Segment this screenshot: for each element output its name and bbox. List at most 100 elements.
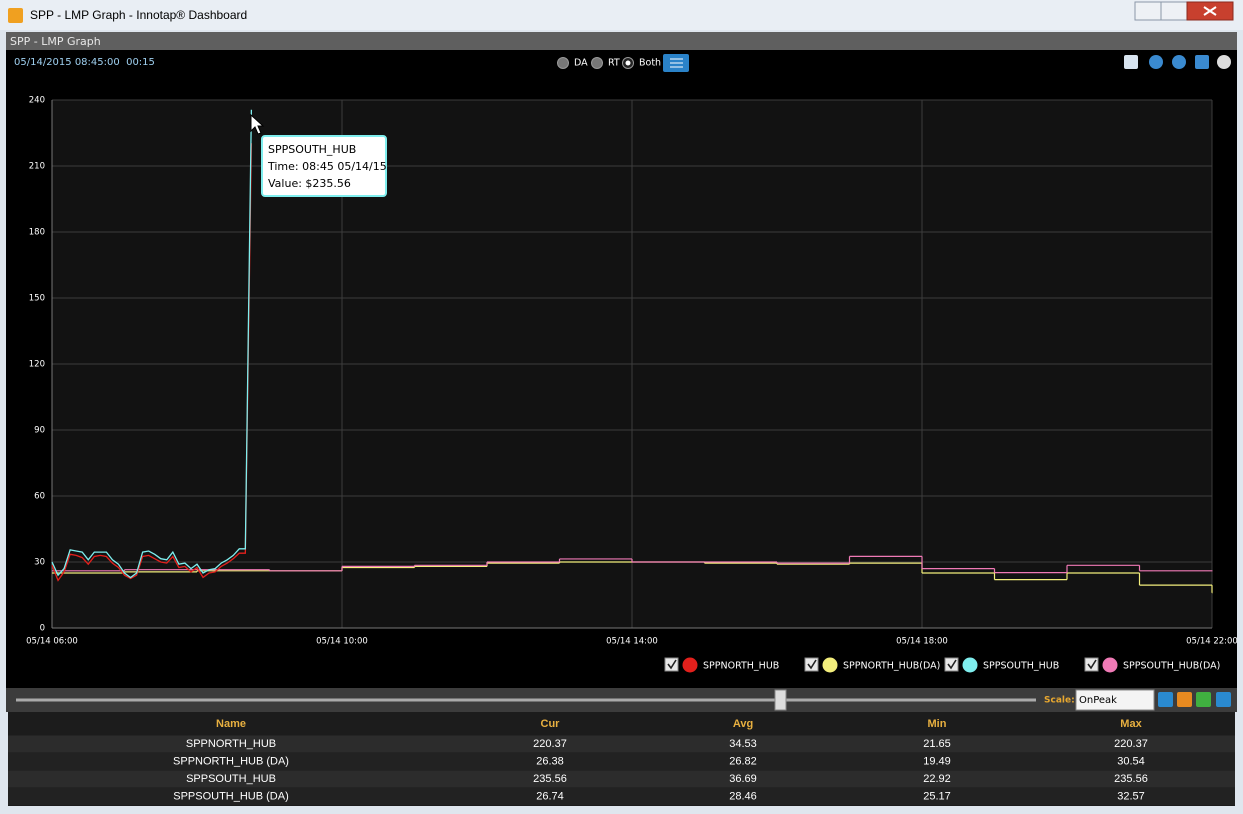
- forward-button[interactable]: [1149, 55, 1163, 69]
- tooltip: [261, 135, 387, 197]
- tooltip-title: SPPSOUTH_HUB: [268, 143, 356, 156]
- save-button[interactable]: [1195, 55, 1209, 69]
- mode-label: RT: [608, 58, 620, 69]
- legend-label: SPPSOUTH_HUB(DA): [1123, 661, 1220, 672]
- table-cell: 235.56: [533, 773, 567, 785]
- x-tick-label: 05/14 10:00: [316, 637, 368, 647]
- table-cell: 22.92: [923, 773, 951, 785]
- sound-button[interactable]: [1172, 55, 1186, 69]
- slider-thumb[interactable]: [774, 689, 787, 711]
- column-header: Min: [928, 718, 947, 730]
- x-tick-label: 05/14 22:00: [1186, 637, 1238, 647]
- legend-check: [1087, 659, 1097, 670]
- legend-checkbox[interactable]: [804, 657, 819, 672]
- series-line: [51, 143, 253, 582]
- mode-radio[interactable]: [557, 57, 569, 69]
- mode-label: Both: [639, 58, 661, 69]
- column-header: Name: [216, 718, 246, 730]
- scale-select[interactable]: [1075, 689, 1155, 711]
- table-cell: 19.49: [923, 755, 951, 767]
- window-title: SPP - LMP Graph - Innotap® Dashboard: [30, 8, 247, 22]
- table-cell: SPPNORTH_HUB: [186, 738, 276, 750]
- table-row: [8, 735, 1235, 753]
- table-cell: 36.69: [729, 773, 757, 785]
- y-tick-label: 90: [34, 426, 45, 436]
- legend-checkbox[interactable]: [664, 657, 679, 672]
- minimize-button[interactable]: [1134, 1, 1162, 21]
- list-icon: [670, 58, 683, 68]
- table-cell: SPPNORTH_HUB (DA): [173, 755, 289, 767]
- legend-swatch: [1102, 657, 1118, 673]
- settings-button[interactable]: [1217, 55, 1231, 69]
- timestamp: 05/14/2015 08:45:00 00:15: [14, 57, 155, 68]
- mode-label: DA: [574, 58, 588, 69]
- table-cell: 34.53: [729, 738, 757, 750]
- legend-check: [947, 659, 957, 670]
- mode-radio[interactable]: [591, 57, 603, 69]
- layout-button[interactable]: [1216, 692, 1231, 707]
- expand-button[interactable]: [1177, 692, 1192, 707]
- x-tick-label: 05/14 14:00: [606, 637, 658, 647]
- legend-checkbox[interactable]: [1084, 657, 1099, 672]
- panel-header: [6, 32, 1237, 50]
- column-header: Max: [1120, 718, 1142, 730]
- legend-label: SPPSOUTH_HUB: [983, 661, 1059, 672]
- summary-table: Name Cur Avg Min Max SPPNORTH_HUB 220.37 34.53 2…: [8, 718, 1235, 805]
- legend: SPPNORTH_HUB SPPNORTH_HUB(DA) SPPSOUTH_HUB…: [664, 657, 1220, 673]
- table-cell: 28.46: [729, 790, 757, 802]
- legend-checkbox[interactable]: [944, 657, 959, 672]
- legend-check: [667, 659, 677, 670]
- legend-swatch: [962, 657, 978, 673]
- table-cell: 26.82: [729, 755, 757, 767]
- cursor: [250, 113, 265, 135]
- y-tick-label: 210: [29, 162, 45, 172]
- y-tick-label: 60: [34, 492, 45, 502]
- table-cell: 25.17: [923, 790, 951, 802]
- table-cell: 32.57: [1117, 790, 1145, 802]
- tooltip-value: Value: $235.56: [268, 177, 351, 190]
- table-cell: SPPSOUTH_HUB (DA): [173, 790, 289, 802]
- y-tick-label: 0: [40, 624, 45, 634]
- table-cell: SPPSOUTH_HUB: [186, 773, 276, 785]
- table-cell: 21.65: [923, 738, 951, 750]
- refresh-button[interactable]: [1158, 692, 1173, 707]
- table-cell: 235.56: [1114, 773, 1148, 785]
- table-row: [8, 753, 1235, 770]
- app-icon: [8, 8, 23, 23]
- table-cell: 26.74: [536, 790, 564, 802]
- y-tick-label: 150: [29, 294, 45, 304]
- plot: 0 30 60 90 120 150 180 210 240 05/14 06:00 05/14 1…: [26, 96, 1238, 647]
- scale-label: Scale:: [1044, 696, 1075, 706]
- panel-title: SPP - LMP Graph: [10, 35, 101, 48]
- tooltip-time: Time: 08:45 05/14/15: [267, 160, 387, 173]
- x-tick-label: 05/14 18:00: [896, 637, 948, 647]
- legend-check: [807, 659, 817, 670]
- table-cell: 30.54: [1117, 755, 1145, 767]
- legend-swatch: [822, 657, 838, 673]
- maximize-button[interactable]: [1160, 1, 1188, 21]
- mode-selector: DA RT Both: [557, 57, 661, 69]
- mode-radio-dot: [625, 60, 631, 66]
- scale-value: OnPeak: [1079, 695, 1117, 706]
- y-tick-label: 180: [29, 228, 45, 238]
- y-tick-label: 30: [34, 558, 45, 568]
- column-header: Avg: [733, 718, 753, 730]
- title-bar: [0, 0, 1243, 30]
- series-line: [51, 109, 253, 579]
- legend-label: SPPNORTH_HUB: [703, 661, 779, 672]
- x-tick-label: 05/14 06:00: [26, 637, 78, 647]
- table-cell: 220.37: [1114, 738, 1148, 750]
- y-tick-label: 240: [29, 96, 45, 106]
- table-cell: 26.38: [536, 755, 564, 767]
- column-header: Cur: [541, 718, 561, 730]
- table-row: [8, 788, 1235, 805]
- table-cell: 220.37: [533, 738, 567, 750]
- legend-swatch: [682, 657, 698, 673]
- table-row: [8, 770, 1235, 788]
- legend-label: SPPNORTH_HUB(DA): [843, 661, 940, 672]
- zoom-button[interactable]: [1124, 55, 1138, 69]
- close-icon: [1203, 6, 1217, 16]
- y-tick-label: 120: [29, 360, 45, 370]
- edit-button[interactable]: [1196, 692, 1211, 707]
